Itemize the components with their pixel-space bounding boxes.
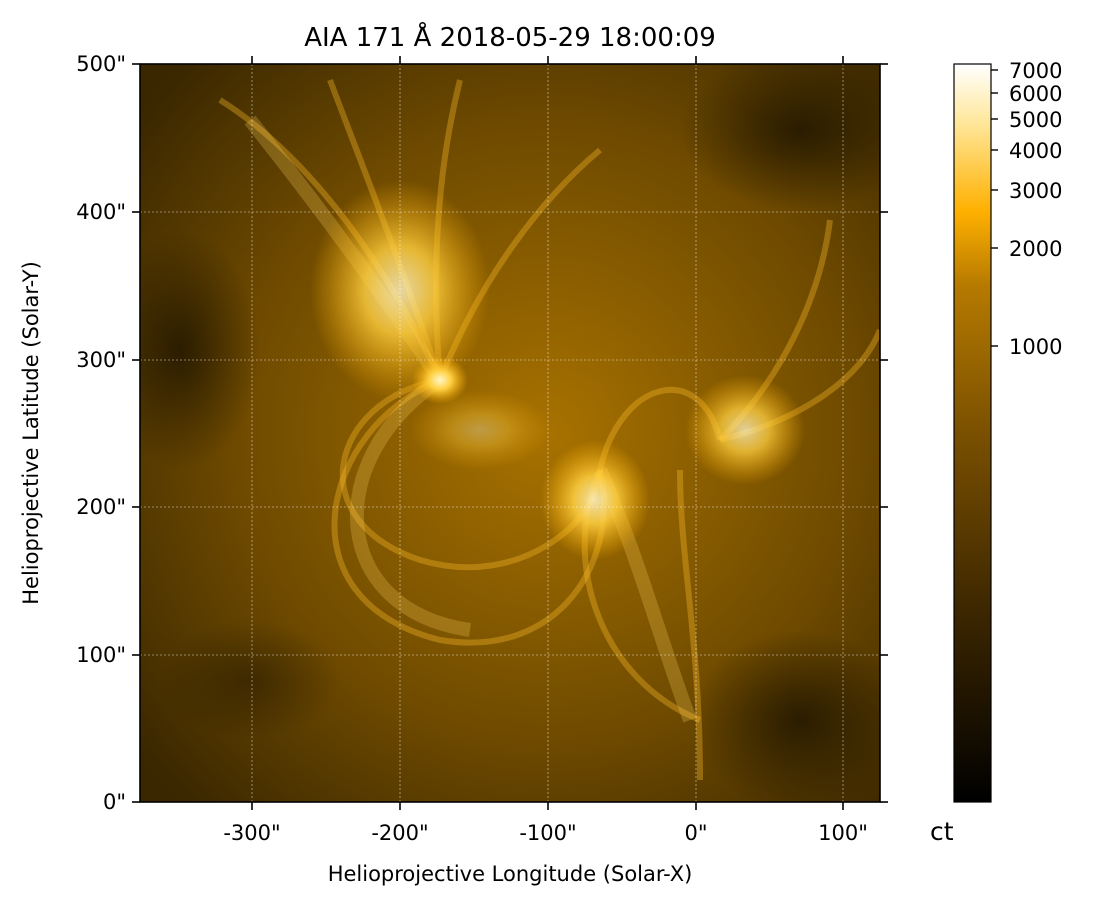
colorbar (953, 63, 992, 803)
grid-lines (140, 64, 880, 802)
colorbar-tick-label: 3000 (1009, 179, 1062, 203)
colorbar-tick-labels: 7000 6000 5000 4000 3000 2000 1000 (1009, 59, 1062, 359)
colorbar-tick-label: 5000 (1009, 108, 1062, 132)
x-tick-label: -100" (519, 821, 576, 845)
x-axis-label: Helioprojective Longitude (Solar-X) (328, 862, 693, 886)
y-tick-label: 100" (76, 643, 126, 667)
plot-title: AIA 171 Å 2018-05-29 18:00:09 (304, 21, 716, 53)
y-tick-label: 200" (76, 495, 126, 519)
y-axis-label: Helioprojective Latitude (Solar-Y) (19, 261, 43, 605)
y-tick-label: 0" (103, 790, 126, 814)
x-tick-label: 0" (684, 821, 707, 845)
y-tick-label: 300" (76, 348, 126, 372)
x-tick-labels: -300" -200" -100" 0" 100" (223, 821, 868, 845)
colorbar-tick-label: 1000 (1009, 335, 1062, 359)
y-tick-label: 500" (76, 52, 126, 76)
y-tick-labels: 0" 100" 200" 300" 400" 500" (76, 52, 126, 814)
y-tick-label: 400" (76, 200, 126, 224)
x-tick-label: -300" (223, 821, 280, 845)
colorbar-tick-label: 7000 (1009, 59, 1062, 83)
colorbar-ticks (991, 69, 998, 347)
colorbar-tick-label: 4000 (1009, 139, 1062, 163)
tick-marks (132, 56, 888, 810)
colorbar-tick-label: 2000 (1009, 237, 1062, 261)
x-tick-label: 100" (818, 821, 868, 845)
plot-frame (139, 63, 881, 803)
colorbar-tick-label: 6000 (1009, 82, 1062, 106)
colorbar-unit-label: ct (930, 817, 954, 846)
solar-image (140, 64, 880, 802)
x-tick-label: -200" (371, 821, 428, 845)
